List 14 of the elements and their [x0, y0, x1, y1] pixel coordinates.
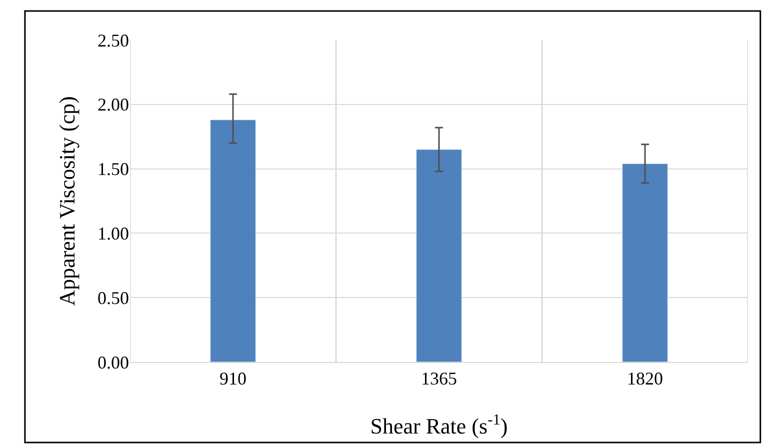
- bar: [622, 163, 668, 362]
- x-tick-label: 1365: [421, 368, 457, 389]
- y-tick-label: 1.50: [98, 159, 129, 180]
- x-axis-title: Shear Rate (s$^{-1}$): [370, 411, 508, 438]
- y-tick-label: 1.00: [98, 224, 129, 244]
- bar: [210, 120, 256, 362]
- y-tick-label: 2.00: [98, 94, 129, 115]
- y-tick-label: 0.50: [98, 288, 129, 308]
- y-axis-title: Apparent Viscosity (cp): [54, 96, 80, 306]
- bar: [416, 149, 462, 362]
- x-tick-label: 1820: [627, 368, 663, 389]
- y-tick-label: 0.00: [98, 352, 129, 372]
- y-tick-label: 2.50: [98, 30, 129, 50]
- x-tick-label: 910: [220, 368, 246, 389]
